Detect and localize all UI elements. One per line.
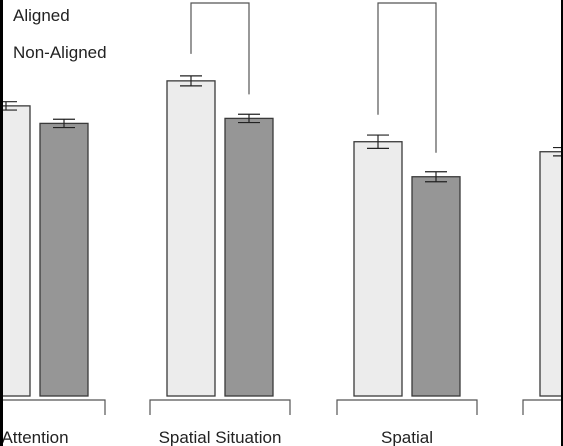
- category-axis: [0, 399, 563, 415]
- bar-group: [0, 80, 563, 397]
- category-label-0: Attention: [1, 428, 68, 446]
- error-bar-non-aligned-0: [53, 118, 75, 129]
- category-label-1: Spatial Situation: [159, 428, 282, 446]
- bar-non-aligned-0: [39, 122, 89, 397]
- legend: Aligned Non-Aligned: [13, 6, 107, 62]
- comparison-bracket-0: [190, 2, 250, 95]
- axis-segment-0: [0, 399, 106, 415]
- comparison-brackets: [190, 2, 437, 153]
- error-bars: [0, 75, 563, 183]
- bar-aligned-2: [353, 141, 403, 397]
- bar-aligned-1: [166, 80, 216, 397]
- error-bar-non-aligned-2: [425, 171, 447, 183]
- bar-aligned-0: [0, 105, 31, 397]
- error-bar-aligned-2: [367, 134, 389, 149]
- axis-segment-3: [522, 399, 563, 415]
- right-frame-edge: [561, 0, 563, 446]
- bar-aligned-3: [539, 151, 563, 397]
- category-tick-labels: Attention Spatial Situation Spatial: [1, 428, 433, 446]
- error-bar-aligned-1: [180, 75, 202, 87]
- left-frame-edge: [0, 0, 3, 446]
- legend-label-non-aligned: Non-Aligned: [13, 43, 107, 62]
- error-bar-aligned-0: [0, 101, 17, 111]
- bar-non-aligned-1: [224, 117, 274, 397]
- error-bar-aligned-3: [553, 146, 563, 157]
- category-label-2: Spatial: [381, 428, 433, 446]
- legend-label-aligned: Aligned: [13, 6, 70, 25]
- error-bar-non-aligned-1: [238, 113, 260, 124]
- comparison-bracket-1: [377, 2, 437, 153]
- axis-segment-2: [336, 399, 478, 415]
- axis-segment-1: [149, 399, 291, 415]
- bar-non-aligned-2: [411, 176, 461, 397]
